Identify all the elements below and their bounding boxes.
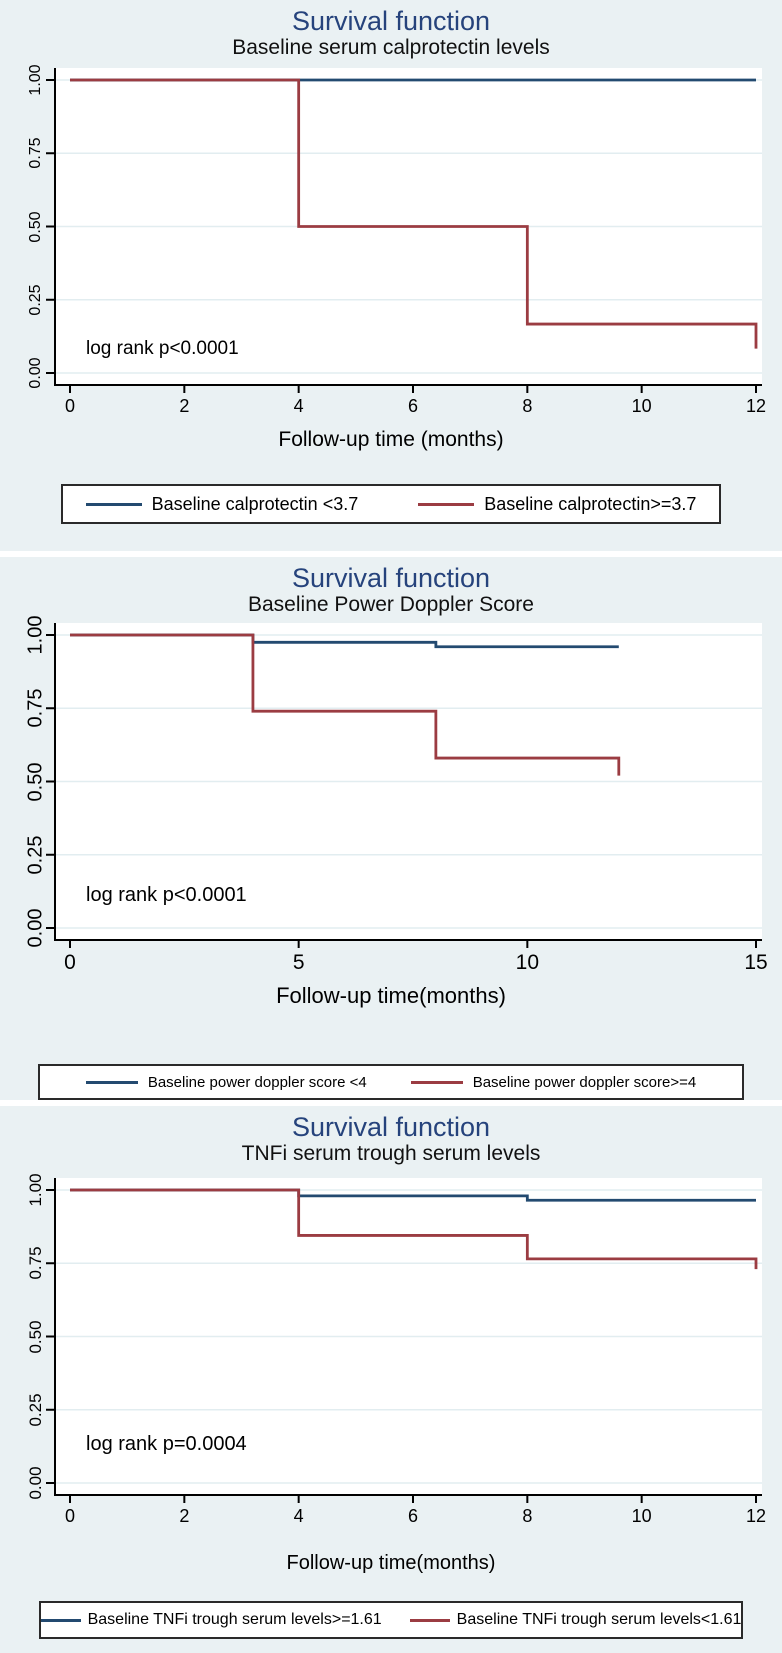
legend-entry: Baseline power doppler score <4 [85, 1073, 367, 1091]
x-tick-label: 5 [292, 951, 305, 974]
x-tick-label: 2 [179, 1506, 190, 1526]
survival-curve-maroon [70, 78, 758, 349]
x-tick-label: 10 [631, 1506, 652, 1526]
x-tick-label: 4 [293, 1506, 304, 1526]
plot-region: 1.00 0.75 0.50 0.25 0.00 log rank p<0.0001 0… [0, 616, 782, 974]
legend-label: Baseline calprotectin>=3.7 [484, 493, 697, 514]
legend-label: Baseline TNFi trough serum levels>=1.61 [87, 1611, 382, 1628]
panel-divider [0, 1100, 782, 1106]
log-rank-annotation: log rank p=0.0004 [86, 1433, 247, 1455]
plot-area: log rank p<0.0001 [46, 623, 762, 948]
x-tick-label: 15 [744, 951, 768, 974]
x-tick-label: 8 [522, 1506, 533, 1526]
x-tick-label: 12 [745, 1506, 767, 1526]
y-tick-label: 0.25 [26, 1393, 45, 1427]
legend-label: Baseline TNFi trough serum levels<1.61 [456, 1611, 742, 1628]
chart-subtitle: Baseline serum calprotectin levels [232, 36, 550, 59]
y-axis: 1.00 0.75 0.50 0.25 0.00 [0, 616, 54, 948]
legend-entry: Baseline calprotectin <3.7 [85, 493, 359, 515]
chart-subtitle: Baseline Power Doppler Score [248, 593, 534, 616]
legend-entry: Baseline power doppler score>=4 [410, 1073, 697, 1091]
legend-line-sample [85, 502, 142, 506]
legend: Baseline calprotectin <3.7 Baseline calpr… [61, 484, 721, 524]
survival-curve-navy [70, 1188, 756, 1202]
survival-curves-svg [46, 78, 762, 393]
y-tick-label: 0.50 [24, 762, 47, 801]
chart-title: Survival function [291, 563, 491, 593]
x-tick-label: 6 [407, 396, 419, 416]
legend-label: Baseline calprotectin <3.7 [151, 493, 359, 514]
y-tick-label: 0.75 [24, 688, 47, 728]
y-tick-label: 0.75 [26, 1246, 45, 1280]
legend-line-sample [40, 1618, 81, 1622]
x-tick-label: 10 [631, 396, 652, 416]
log-rank-annotation: log rank p<0.0001 [86, 338, 239, 359]
x-tick-label: 2 [179, 396, 190, 416]
legend-line-sample [418, 502, 475, 506]
y-axis: 1.00 0.75 0.50 0.25 0.00 [0, 1173, 54, 1500]
y-tick-label: 0.50 [27, 210, 44, 243]
legend-line-sample [85, 1080, 138, 1084]
y-axis: 1.00 0.75 0.50 0.25 0.00 [0, 64, 54, 389]
y-tick-label: 0.00 [26, 1466, 45, 1500]
plot-area: log rank p=0.0004 [46, 1178, 762, 1503]
panel-calprotectin: Survival function Baseline serum calprot… [0, 0, 782, 551]
legend-entry: Baseline TNFi trough serum levels<1.61 [409, 1611, 742, 1629]
y-tick-label: 1.00 [24, 615, 47, 655]
panel-divider [0, 551, 782, 557]
survival-curve-maroon [70, 633, 621, 776]
legend: Baseline power doppler score <4 Baseline … [38, 1064, 744, 1100]
y-tick-label: 0.75 [27, 137, 44, 169]
chart-title: Survival function [291, 1112, 491, 1142]
y-tick-label: 1.00 [27, 64, 44, 96]
x-axis-label: Follow-up time(months) [276, 983, 506, 1008]
legend: Baseline TNFi trough serum levels>=1.61 B… [39, 1601, 743, 1639]
x-tick-label: 4 [293, 396, 304, 416]
x-tick-label: 0 [64, 396, 76, 416]
survival-curves-svg [46, 1188, 762, 1503]
legend-entry: Baseline TNFi trough serum levels>=1.61 [40, 1611, 382, 1629]
plot-region: 1.00 0.75 0.50 0.25 0.00 log rank p=0.0004 0… [0, 1173, 782, 1526]
y-tick-label: 0.25 [27, 284, 44, 316]
x-tick-label: 0 [64, 951, 76, 974]
legend-label: Baseline power doppler score>=4 [472, 1073, 697, 1091]
panel-tnfi: Survival function TNFi serum trough seru… [0, 1106, 782, 1653]
survival-curve-maroon [70, 1188, 758, 1270]
y-tick-label: 0.00 [27, 357, 44, 389]
log-rank-annotation: log rank p<0.0001 [86, 884, 247, 906]
x-tick-label: 10 [515, 951, 540, 974]
chart-title: Survival function [291, 6, 491, 36]
x-tick-label: 6 [407, 1506, 419, 1526]
plot-area: log rank p<0.0001 [46, 68, 762, 393]
legend-label: Baseline power doppler score <4 [147, 1073, 367, 1091]
survival-curve-navy [70, 633, 619, 649]
x-axis-label: Follow-up time (months) [278, 428, 504, 451]
legend-entry: Baseline calprotectin>=3.7 [418, 494, 696, 515]
y-tick-label: 1.00 [26, 1173, 45, 1207]
plot-region: 1.00 0.75 0.50 0.25 0.00 log rank p<0.0001 0… [0, 64, 782, 416]
y-tick-label: 0.50 [26, 1319, 45, 1354]
survival-curves-svg [46, 633, 762, 948]
x-axis-label: Follow-up time(months) [286, 1552, 496, 1574]
x-tick-label: 12 [745, 396, 767, 416]
x-tick-label: 8 [522, 396, 533, 416]
legend-line-sample [410, 1080, 463, 1084]
legend-line-sample [409, 1618, 450, 1622]
panel-power-doppler: Survival function Baseline Power Doppler… [0, 557, 782, 1100]
y-tick-label: 0.00 [24, 908, 47, 948]
y-tick-label: 0.25 [24, 835, 47, 875]
chart-subtitle: TNFi serum trough serum levels [241, 1142, 541, 1165]
x-tick-label: 0 [64, 1506, 76, 1526]
